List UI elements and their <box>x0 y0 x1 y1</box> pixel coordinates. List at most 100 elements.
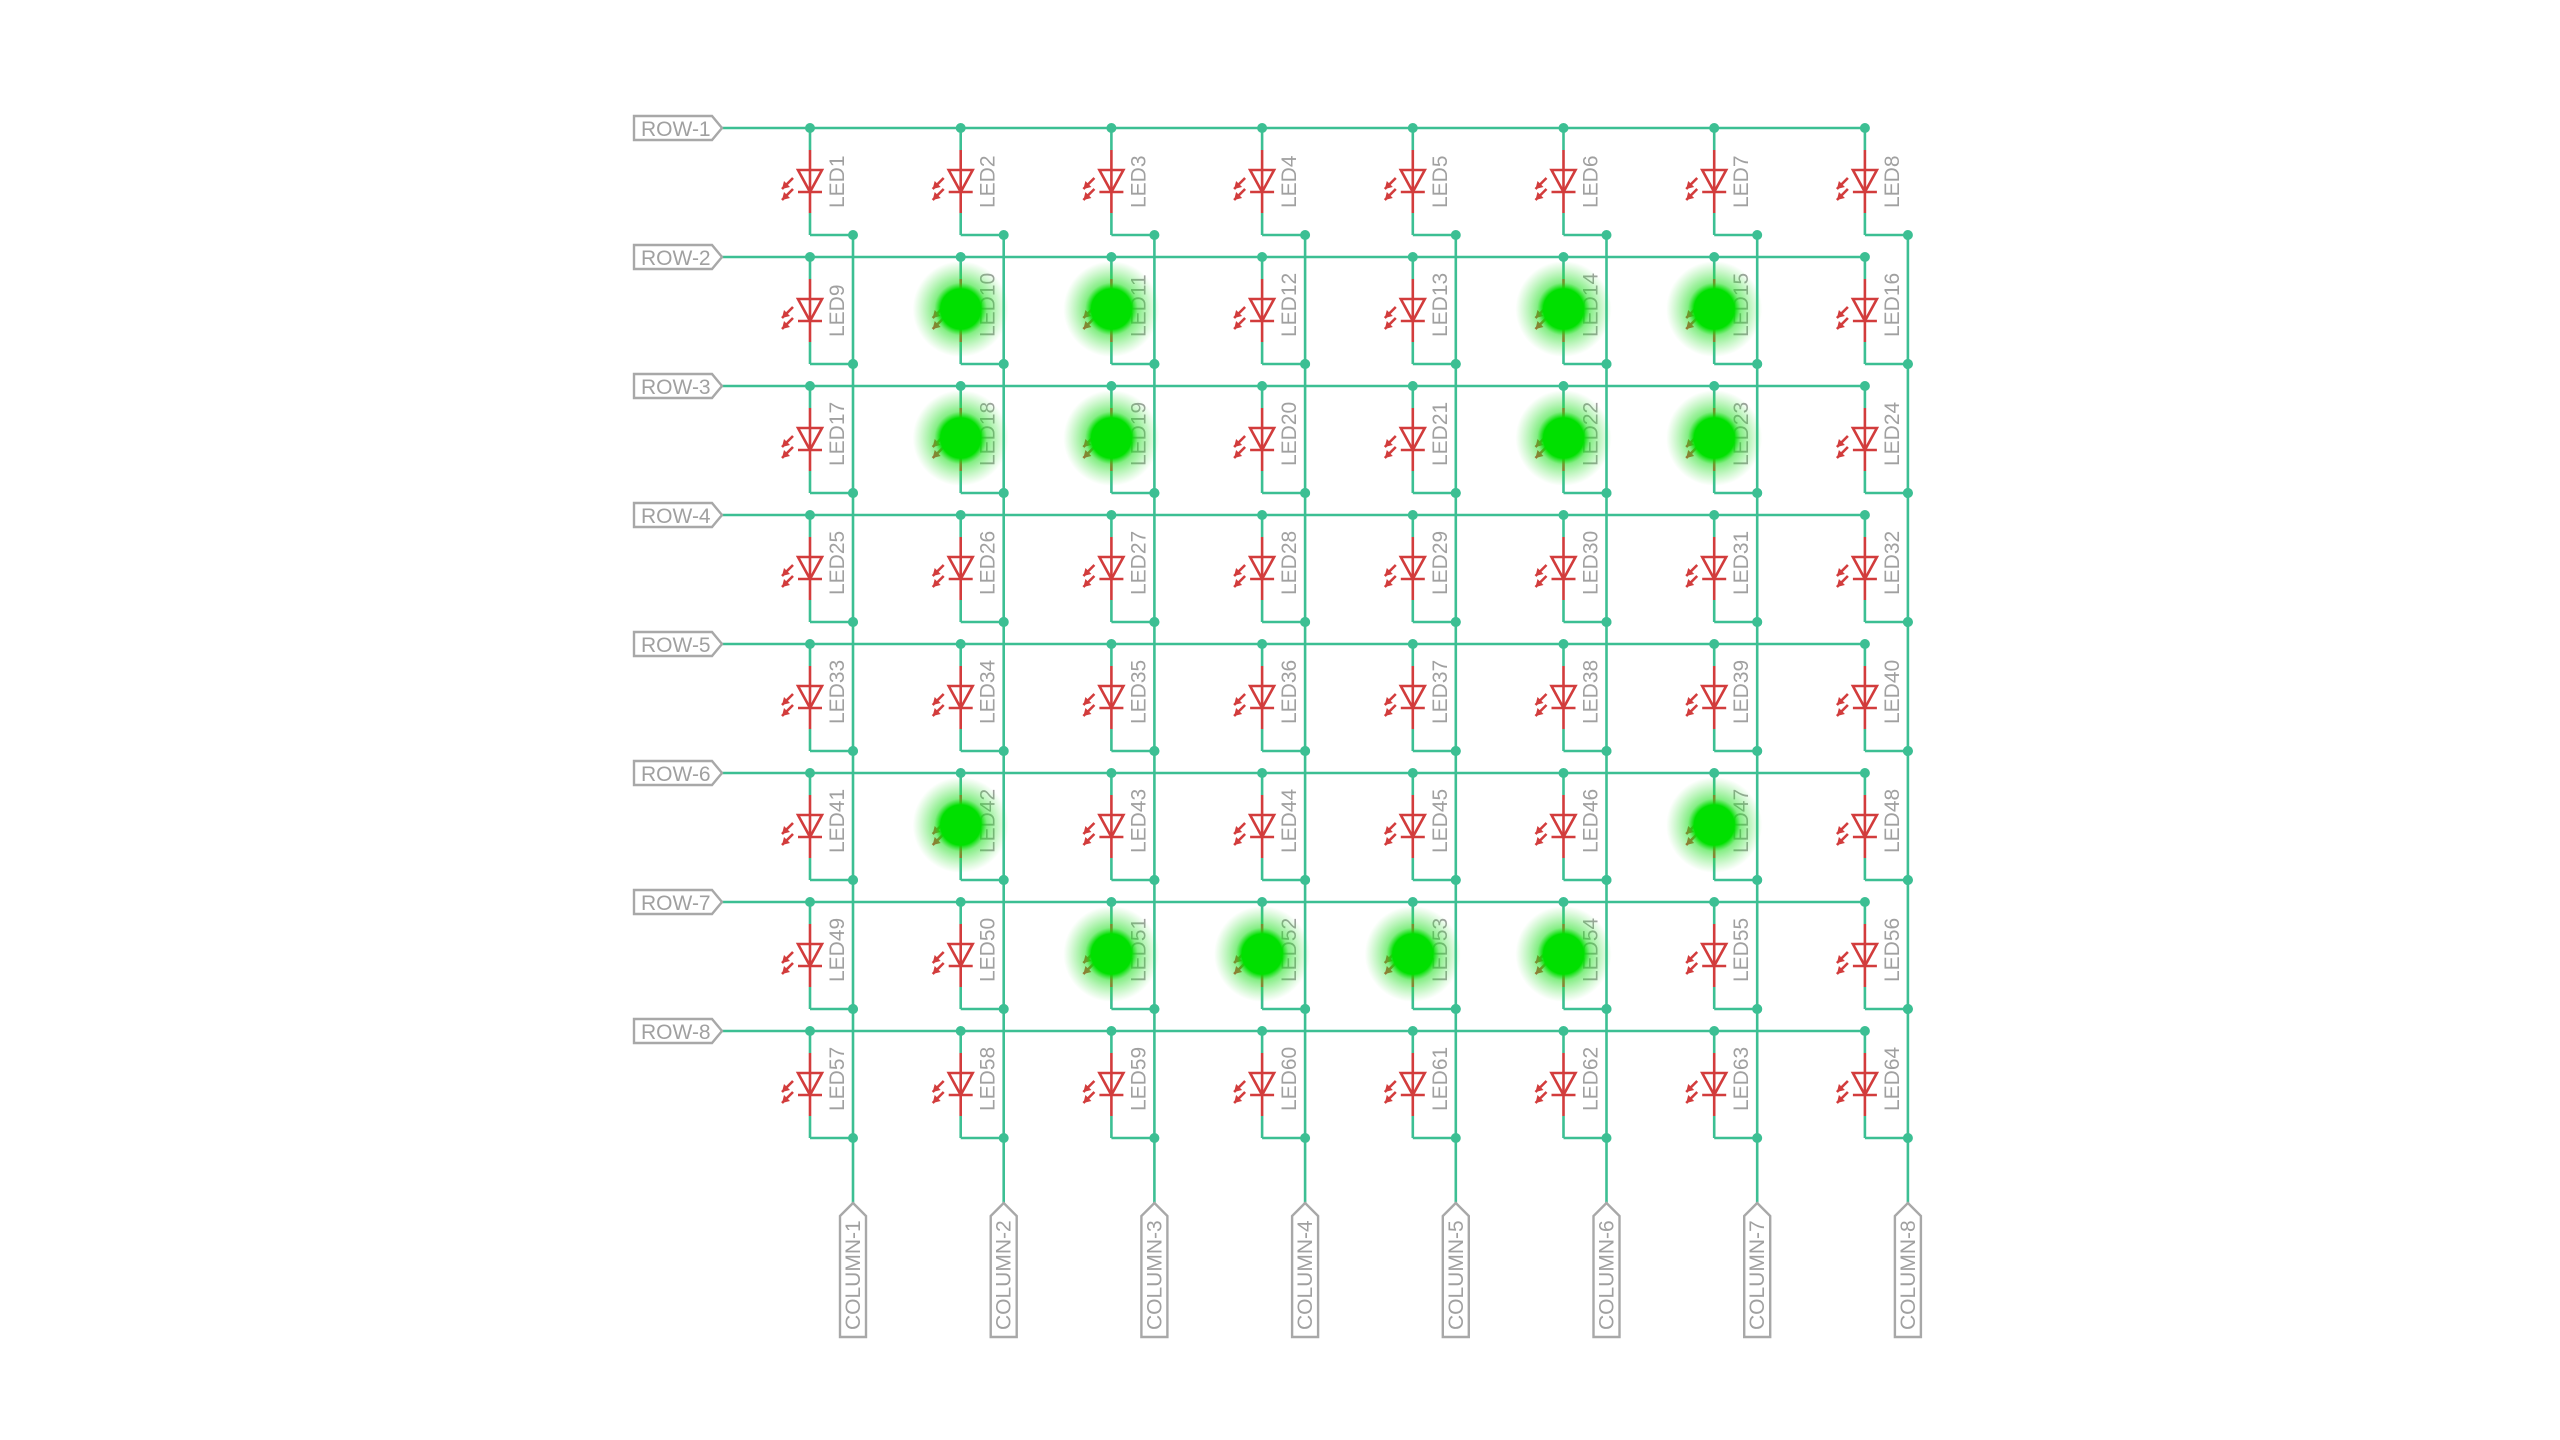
led-1[interactable]: LED1 <box>781 150 849 213</box>
led-38[interactable]: LED38 <box>1534 660 1603 729</box>
light-arrow-head-icon <box>1686 1095 1695 1103</box>
led-29[interactable]: LED29 <box>1383 531 1452 600</box>
light-arrow-head-icon <box>782 321 790 329</box>
led-4[interactable]: LED4 <box>1233 150 1301 213</box>
led-35[interactable]: LED35 <box>1082 660 1150 729</box>
light-arrow-head-icon <box>1234 192 1243 200</box>
led-20[interactable]: LED20 <box>1233 402 1301 471</box>
led-50[interactable]: LED50 <box>931 918 1000 987</box>
light-arrow-head-icon <box>1083 708 1092 716</box>
junction-dot <box>1752 359 1763 369</box>
led-62[interactable]: LED62 <box>1534 1047 1603 1116</box>
led-label: LED21 <box>1429 402 1452 466</box>
row-port-3[interactable]: ROW-3 <box>632 372 724 400</box>
led-5[interactable]: LED5 <box>1383 150 1452 213</box>
column-port-label: COLUMN-6 <box>1596 1220 1619 1330</box>
light-arrow-head-icon <box>932 1095 941 1103</box>
led-41[interactable]: LED41 <box>781 789 849 858</box>
led-49[interactable]: LED49 <box>781 918 849 987</box>
led-3[interactable]: LED3 <box>1082 150 1150 213</box>
led-17[interactable]: LED17 <box>781 402 849 471</box>
led-59[interactable]: LED59 <box>1082 1047 1150 1116</box>
column-port-7[interactable]: COLUMN-7 <box>1743 1201 1772 1339</box>
diode-triangle-icon <box>795 813 825 840</box>
led-12[interactable]: LED12 <box>1233 273 1301 342</box>
light-arrow-head-icon <box>1384 1084 1393 1092</box>
led-61[interactable]: LED61 <box>1383 1047 1452 1116</box>
column-port-8[interactable]: COLUMN-8 <box>1893 1201 1923 1339</box>
led-27[interactable]: LED27 <box>1082 531 1150 600</box>
led-26[interactable]: LED26 <box>931 531 1000 600</box>
led-label: LED12 <box>1278 273 1301 337</box>
led-31[interactable]: LED31 <box>1685 531 1753 600</box>
led-label: LED41 <box>826 789 849 853</box>
led-46[interactable]: LED46 <box>1534 789 1603 858</box>
column-port-1[interactable]: COLUMN-1 <box>838 1201 868 1339</box>
led-label: LED32 <box>1881 531 1904 595</box>
led-58[interactable]: LED58 <box>931 1047 1000 1116</box>
led-label: LED46 <box>1580 789 1603 853</box>
port-outline <box>1140 1201 1169 1339</box>
led-34[interactable]: LED34 <box>931 659 1000 729</box>
led-28[interactable]: LED28 <box>1233 531 1301 600</box>
led-7[interactable]: LED7 <box>1685 150 1753 213</box>
led-48[interactable]: LED48 <box>1835 789 1904 858</box>
led-45[interactable]: LED45 <box>1383 789 1452 858</box>
column-port-label: COLUMN-7 <box>1746 1220 1769 1330</box>
light-arrow-head-icon <box>1234 1095 1243 1103</box>
led-33[interactable]: LED33 <box>781 660 849 729</box>
row-port-6[interactable]: ROW-6 <box>632 759 724 787</box>
led-2[interactable]: LED2 <box>931 150 1000 213</box>
led-64[interactable]: LED64 <box>1835 1046 1904 1116</box>
led-39[interactable]: LED39 <box>1685 660 1753 729</box>
light-arrow-head-icon <box>932 1084 941 1092</box>
light-arrow-head-icon <box>1234 579 1243 587</box>
led-56[interactable]: LED56 <box>1835 918 1904 987</box>
led-57[interactable]: LED57 <box>781 1047 849 1116</box>
column-port-2[interactable]: COLUMN-2 <box>989 1201 1018 1339</box>
led-lit-glow <box>1666 261 1763 357</box>
junction-dot <box>1149 1004 1160 1014</box>
led-43[interactable]: LED43 <box>1082 789 1150 858</box>
row-port-5[interactable]: ROW-5 <box>632 630 724 658</box>
led-40[interactable]: LED40 <box>1835 660 1904 729</box>
diode-triangle-icon <box>1247 555 1277 582</box>
led-60[interactable]: LED60 <box>1233 1047 1301 1116</box>
led-13[interactable]: LED13 <box>1383 273 1452 342</box>
row-port-7[interactable]: ROW-7 <box>632 888 724 916</box>
led-6[interactable]: LED6 <box>1534 150 1603 213</box>
light-arrow-head-icon <box>782 826 790 834</box>
led-lit-glow <box>912 777 1009 873</box>
port-outline <box>632 501 724 529</box>
led-55[interactable]: LED55 <box>1685 918 1753 987</box>
led-32[interactable]: LED32 <box>1835 531 1904 600</box>
row-port-8[interactable]: ROW-8 <box>632 1017 724 1045</box>
led-63[interactable]: LED63 <box>1685 1047 1753 1116</box>
led-44[interactable]: LED44 <box>1233 788 1301 858</box>
led-25[interactable]: LED25 <box>781 531 849 600</box>
led-16[interactable]: LED16 <box>1835 273 1904 342</box>
column-port-6[interactable]: COLUMN-6 <box>1592 1201 1621 1339</box>
light-arrow-head-icon <box>1384 192 1393 200</box>
column-port-5[interactable]: COLUMN-5 <box>1441 1201 1470 1339</box>
led-label: LED2 <box>977 155 1000 208</box>
light-arrow-head-icon <box>1234 181 1243 189</box>
led-8[interactable]: LED8 <box>1835 150 1904 213</box>
light-arrow-head-icon <box>1234 321 1243 329</box>
row-port-1[interactable]: ROW-1 <box>632 114 724 142</box>
column-port-4[interactable]: COLUMN-4 <box>1290 1201 1320 1339</box>
light-arrow-head-icon <box>1686 1084 1695 1092</box>
row-port-2[interactable]: ROW-2 <box>632 243 724 271</box>
led-24[interactable]: LED24 <box>1835 401 1904 471</box>
led-9[interactable]: LED9 <box>781 279 849 342</box>
led-21[interactable]: LED21 <box>1383 402 1452 471</box>
led-30[interactable]: LED30 <box>1534 531 1603 600</box>
junction-dot <box>998 1133 1009 1143</box>
port-outline <box>1592 1201 1621 1339</box>
light-arrow-head-icon <box>1234 708 1243 716</box>
column-port-3[interactable]: COLUMN-3 <box>1140 1201 1169 1339</box>
diode-triangle-icon <box>1097 813 1126 840</box>
led-36[interactable]: LED36 <box>1233 660 1301 729</box>
led-37[interactable]: LED37 <box>1383 660 1452 729</box>
row-port-4[interactable]: ROW-4 <box>632 501 724 529</box>
